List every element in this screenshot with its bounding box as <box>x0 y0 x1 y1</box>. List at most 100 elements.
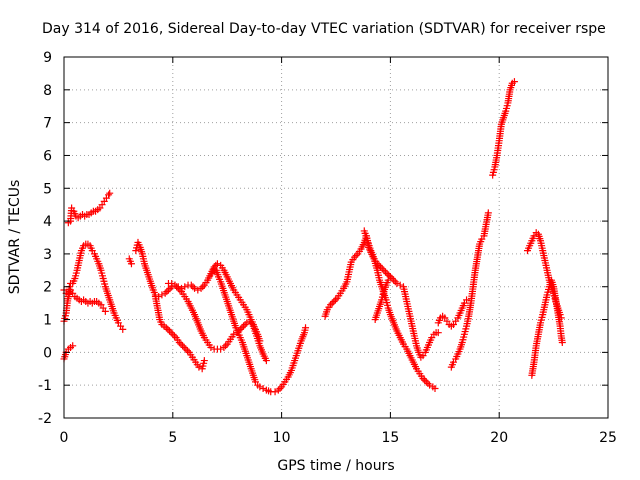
data-point <box>463 296 471 304</box>
data-point <box>213 260 221 268</box>
data-point <box>510 78 518 86</box>
tick-labels: 0 5 10 15 20 25 -2 -1 0 1 2 3 4 5 6 7 8 9 <box>38 50 617 446</box>
data-point <box>69 342 77 350</box>
data-point <box>396 281 404 289</box>
series-14 <box>489 78 518 179</box>
data-point <box>179 342 187 350</box>
data-point <box>328 299 336 307</box>
data-point <box>386 273 394 281</box>
data-point <box>127 260 135 268</box>
data-point <box>217 345 225 353</box>
plot-frame <box>63 56 609 419</box>
data-point <box>331 296 339 304</box>
data-point <box>162 324 170 332</box>
data-point <box>327 301 335 309</box>
y-axis-label: SDTVAR / TECUs <box>7 180 23 295</box>
data-point <box>101 307 109 315</box>
data-point <box>182 345 190 353</box>
data-point <box>167 329 175 337</box>
data-point <box>426 381 434 389</box>
data-point <box>240 322 248 330</box>
data-point <box>391 278 399 286</box>
data-point <box>106 189 114 197</box>
data-point <box>222 342 230 350</box>
data-point <box>276 384 284 392</box>
series-11 <box>371 273 394 324</box>
data-point <box>197 284 205 292</box>
data-point <box>352 252 360 260</box>
series-12 <box>434 296 471 330</box>
y-tick-label: 1 <box>43 313 52 329</box>
y-tick-label: 6 <box>43 148 52 164</box>
x-axis-label: GPS time / hours <box>277 458 394 474</box>
data-point <box>194 286 202 294</box>
x-tick-label: 20 <box>490 430 508 446</box>
data-point <box>350 253 358 261</box>
data-point <box>378 265 386 273</box>
y-tick-label: 7 <box>43 116 52 132</box>
data-point <box>119 325 127 333</box>
x-tick-label: 0 <box>60 430 69 446</box>
data-point <box>393 279 401 287</box>
x-tick-label: 25 <box>599 430 617 446</box>
y-tick-label: 3 <box>43 247 52 263</box>
series-6 <box>151 293 208 373</box>
axis-ticks <box>63 56 609 419</box>
data-point <box>158 291 166 299</box>
data-point <box>558 339 566 347</box>
data-point <box>181 283 189 291</box>
data-point <box>262 357 270 365</box>
data-point <box>238 324 246 332</box>
data-point <box>271 388 279 396</box>
y-tick-label: -1 <box>38 378 52 394</box>
data-point <box>195 363 203 371</box>
data-point <box>200 357 208 365</box>
series-13 <box>447 209 492 371</box>
data-point <box>176 286 184 294</box>
data-point <box>169 330 177 338</box>
y-tick-label: 0 <box>43 345 52 361</box>
data-point <box>243 319 251 327</box>
data-point <box>424 380 432 388</box>
data-point <box>168 279 176 287</box>
data-point <box>164 325 172 333</box>
data-point <box>377 263 385 271</box>
data-point <box>422 378 430 386</box>
data-point <box>174 284 182 292</box>
y-tick-label: -2 <box>38 411 52 427</box>
series-3 <box>64 189 114 227</box>
data-point <box>382 268 390 276</box>
series-10 <box>360 227 439 392</box>
data-point <box>189 283 197 291</box>
data-point <box>256 383 264 391</box>
y-tick-label: 9 <box>43 50 52 66</box>
data-point <box>421 376 429 384</box>
data-point <box>187 281 195 289</box>
data-point <box>241 320 249 328</box>
series-4 <box>125 255 135 268</box>
data-point <box>230 330 238 338</box>
data-point <box>274 386 282 394</box>
data-point <box>173 283 181 291</box>
x-tick-label: 15 <box>381 430 399 446</box>
x-tick-label: 5 <box>168 430 177 446</box>
data-point <box>166 284 174 292</box>
data-point <box>191 284 199 292</box>
data-point <box>419 375 427 383</box>
data-point <box>166 327 174 335</box>
x-tick-label: 10 <box>273 430 291 446</box>
data-point <box>220 343 228 351</box>
y-tick-label: 8 <box>43 83 52 99</box>
data-point <box>163 288 171 296</box>
data-point <box>199 283 207 291</box>
data-point <box>207 343 215 351</box>
data-points <box>60 78 566 396</box>
data-point <box>431 384 439 392</box>
chart-title: Day 314 of 2016, Sidereal Day-to-day VTE… <box>42 21 606 37</box>
data-point <box>183 347 191 355</box>
data-point <box>180 343 188 351</box>
data-point <box>171 281 179 289</box>
series-5 <box>132 238 264 345</box>
data-point <box>259 384 267 392</box>
data-point <box>105 191 113 199</box>
